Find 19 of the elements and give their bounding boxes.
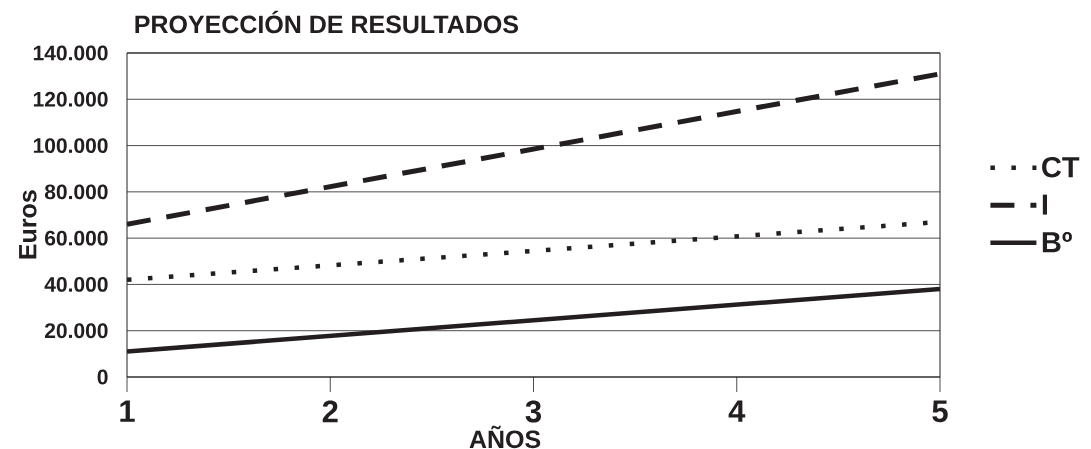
x-tick-label: 3 <box>525 400 542 423</box>
x-tick-label: 4 <box>728 400 746 422</box>
y-tick-label: 40.000 <box>44 277 108 292</box>
x-tick-label: 5 <box>932 400 948 423</box>
y-tick-label: 60.000 <box>45 230 108 246</box>
x-tick-label: 2 <box>322 400 338 423</box>
y-tick-label: 20.000 <box>44 323 108 339</box>
y-tick-label: 120.000 <box>33 91 108 107</box>
chart-title: PROYECCIÓN DE RESULTADOS <box>135 10 519 34</box>
y-tick-label: 100.000 <box>33 138 108 153</box>
y-tick-label: 140.000 <box>33 45 108 61</box>
y-tick-label: 80.000 <box>44 184 108 200</box>
x-tick-label: 1 <box>120 400 135 422</box>
legend-label: CT <box>1042 156 1080 178</box>
y-axis-title: Euros <box>19 190 37 259</box>
legend-label: Bº <box>1042 232 1072 253</box>
legend-label: I <box>1042 194 1048 215</box>
x-axis-title: AÑOS <box>469 425 541 449</box>
y-tick-label: 0 <box>97 369 108 385</box>
